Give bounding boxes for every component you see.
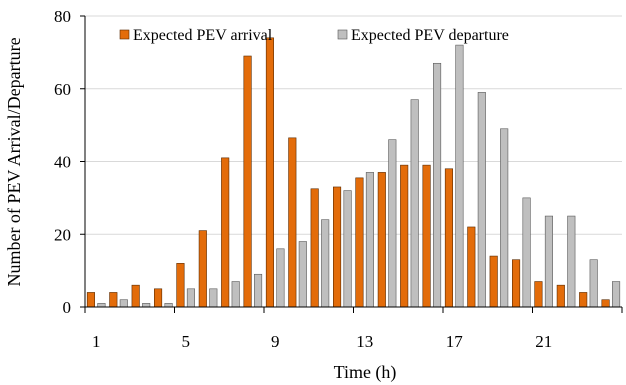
bar-arrival bbox=[198, 230, 207, 308]
bar-arrival bbox=[131, 284, 140, 308]
y-tick-label: 60 bbox=[54, 80, 71, 99]
bar-arrival bbox=[377, 172, 386, 308]
bar-departure bbox=[544, 215, 553, 308]
bar-departure bbox=[186, 288, 195, 308]
bar-departure bbox=[477, 92, 486, 308]
bar-arrival bbox=[310, 188, 319, 308]
bar-arrival bbox=[534, 281, 543, 308]
bar-departure bbox=[142, 303, 151, 308]
bar-arrival bbox=[176, 263, 185, 308]
x-tick-label: 5 bbox=[181, 332, 190, 351]
bar-arrival bbox=[556, 284, 565, 308]
bars bbox=[86, 37, 621, 308]
x-tick-label: 9 bbox=[271, 332, 280, 351]
bar-departure bbox=[276, 248, 285, 308]
y-axis-title: Number of PEV Arrival/Departure bbox=[4, 37, 24, 286]
bar-departure bbox=[589, 259, 598, 308]
y-tick-label: 20 bbox=[54, 225, 71, 244]
bar-departure bbox=[231, 281, 240, 308]
bar-departure bbox=[298, 241, 307, 308]
bar-arrival bbox=[601, 299, 610, 308]
x-axis-title: Time (h) bbox=[334, 362, 397, 383]
gridlines bbox=[85, 15, 622, 235]
bar-departure bbox=[164, 303, 173, 308]
bar-arrival bbox=[422, 164, 431, 308]
bar-departure bbox=[97, 303, 106, 308]
bar-arrival bbox=[154, 288, 163, 308]
bar-departure bbox=[410, 99, 419, 308]
y-tick-label: 80 bbox=[54, 7, 71, 26]
legend-swatch-arrival bbox=[119, 29, 130, 40]
bar-departure bbox=[612, 281, 621, 308]
axes bbox=[80, 15, 623, 313]
bar-departure bbox=[388, 139, 397, 308]
legend: Expected PEV arrival Expected PEV depart… bbox=[119, 27, 509, 44]
bar-departure bbox=[343, 190, 352, 308]
bar-arrival bbox=[512, 259, 521, 308]
bar-arrival bbox=[467, 226, 476, 308]
legend-label-arrival: Expected PEV arrival bbox=[133, 27, 273, 44]
bar-arrival bbox=[243, 55, 252, 308]
bar-departure bbox=[567, 215, 576, 308]
bar-arrival bbox=[288, 137, 297, 308]
y-tick-labels: 0 20 40 60 80 bbox=[54, 7, 71, 317]
bar-departure bbox=[209, 288, 218, 308]
x-tick-label: 21 bbox=[535, 332, 552, 351]
bar-departure bbox=[321, 219, 330, 308]
bar-arrival bbox=[109, 292, 118, 308]
bar-departure bbox=[455, 44, 464, 308]
bar-arrival bbox=[579, 292, 588, 308]
legend-label-departure: Expected PEV departure bbox=[351, 27, 509, 44]
bar-arrival bbox=[489, 255, 498, 308]
bar-departure bbox=[522, 197, 531, 308]
x-tick-labels: 1 5 9 13 17 21 bbox=[92, 332, 552, 351]
bar-arrival bbox=[355, 177, 364, 308]
x-tick-label: 17 bbox=[446, 332, 464, 351]
bar-arrival bbox=[86, 292, 95, 308]
bar-departure bbox=[433, 62, 442, 308]
bar-arrival bbox=[444, 168, 453, 308]
y-tick-label: 40 bbox=[54, 153, 71, 172]
bar-arrival bbox=[221, 157, 230, 308]
bar-departure bbox=[365, 172, 374, 308]
bar-departure bbox=[500, 128, 509, 308]
bar-arrival bbox=[265, 37, 274, 308]
bar-arrival bbox=[333, 186, 342, 308]
legend-swatch-departure bbox=[337, 29, 348, 40]
x-tick-label: 1 bbox=[92, 332, 101, 351]
bar-arrival bbox=[400, 164, 409, 308]
x-tick-label: 13 bbox=[356, 332, 373, 351]
bar-departure bbox=[119, 299, 128, 308]
bar-departure bbox=[254, 273, 263, 308]
y-tick-label: 0 bbox=[63, 298, 72, 317]
